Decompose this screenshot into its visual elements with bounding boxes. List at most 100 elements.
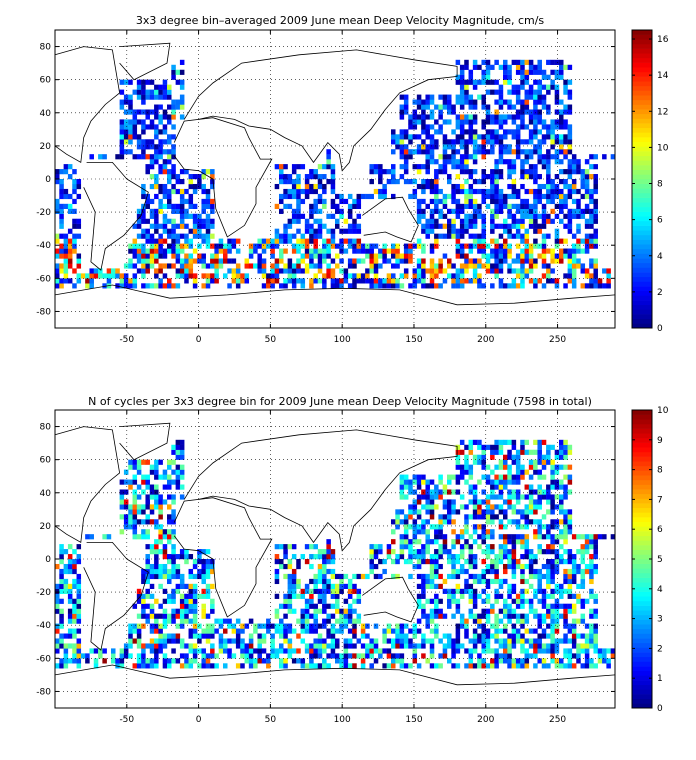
bin-cell (369, 549, 374, 555)
bin-cell (490, 208, 495, 214)
bin-cell (541, 218, 547, 224)
bin-cell (291, 218, 297, 224)
bin-cell (309, 643, 314, 649)
bin-cell (416, 554, 422, 560)
bin-cell (459, 69, 465, 75)
bin-cell (507, 504, 512, 510)
bin-cell (421, 588, 426, 594)
bin-cell (550, 484, 555, 490)
bin-cell (498, 139, 504, 145)
bin-cell (283, 238, 288, 244)
bin-cell (167, 638, 172, 644)
bin-cell (546, 179, 551, 185)
bin-cell (317, 578, 323, 585)
bin-cell (554, 638, 560, 644)
bin-cell (468, 79, 474, 85)
bin-cell (537, 109, 542, 115)
bin-cell (184, 243, 189, 249)
bin-cell (421, 638, 426, 644)
bin-cell (347, 263, 353, 269)
bin-cell (464, 243, 469, 249)
colorbar-tick-label: 8 (657, 180, 663, 190)
bin-cell (528, 109, 534, 115)
bin-cell (584, 159, 590, 165)
bin-cell (76, 544, 82, 550)
bin-cell (498, 534, 504, 540)
bin-cell (365, 193, 370, 200)
bin-cell (490, 494, 495, 500)
bin-cell (304, 228, 310, 234)
bin-cell (373, 283, 379, 289)
bin-cell (524, 554, 530, 560)
bin-cell (507, 519, 512, 525)
bin-cell (520, 593, 525, 599)
bin-cell (149, 119, 155, 125)
bin-cell (339, 278, 344, 284)
bin-cell (300, 283, 306, 289)
bin-cell (403, 268, 409, 274)
bin-cell (179, 623, 185, 629)
bin-cell (515, 218, 521, 224)
bin-cell (528, 459, 534, 465)
bin-cell (171, 124, 176, 130)
colorbar-segment (632, 309, 652, 315)
bin-cell (511, 643, 517, 649)
bin-cell (550, 198, 555, 205)
bin-cell (240, 653, 245, 659)
bin-cell (477, 613, 482, 619)
bin-cell (550, 444, 555, 450)
bin-cell (606, 283, 611, 289)
bin-cell (533, 469, 538, 475)
bin-cell (507, 554, 512, 560)
bin-cell (205, 213, 211, 219)
bin-cell (231, 258, 237, 264)
bin-cell (511, 568, 517, 575)
bin-cell (472, 149, 478, 155)
bin-cell (571, 643, 577, 649)
bin-cell (528, 129, 534, 135)
bin-cell (546, 559, 551, 565)
bin-cell (498, 578, 504, 585)
bin-cell (291, 628, 297, 634)
bin-cell (507, 243, 512, 249)
bin-cell (158, 623, 163, 629)
bin-cell (304, 648, 310, 654)
bin-cell (412, 554, 418, 560)
bin-cell (326, 154, 331, 160)
bin-cell (395, 263, 400, 269)
bin-cell (322, 643, 327, 649)
bin-cell (576, 164, 581, 170)
bin-cell (554, 494, 560, 500)
bin-cell (455, 459, 461, 465)
bin-cell (162, 169, 168, 175)
bin-cell (537, 449, 542, 455)
bin-cell (524, 534, 530, 540)
bin-cell (352, 283, 357, 289)
bin-cell (313, 198, 318, 205)
bin-cell (188, 174, 194, 180)
bin-cell (425, 228, 430, 234)
bin-cell (438, 233, 443, 239)
bin-cell (154, 628, 159, 634)
bin-cell (291, 658, 297, 664)
bin-cell (261, 238, 267, 244)
bin-cell (541, 489, 547, 495)
bin-cell (576, 653, 581, 659)
bin-cell (326, 248, 331, 254)
bin-cell (304, 238, 310, 244)
bin-cell (455, 253, 461, 259)
bin-cell (498, 154, 504, 160)
bin-cell (356, 613, 362, 619)
bin-cell (89, 283, 94, 289)
bin-cell (528, 268, 534, 274)
bin-cell (593, 174, 598, 180)
bin-cell (455, 568, 461, 575)
bin-cell (382, 628, 387, 634)
bin-cell (438, 489, 443, 495)
bin-cell (201, 174, 206, 180)
bin-cell (136, 628, 142, 634)
bin-cell (360, 573, 366, 580)
bin-cell (464, 464, 469, 470)
bin-cell (425, 99, 430, 105)
bin-cell (343, 658, 349, 664)
